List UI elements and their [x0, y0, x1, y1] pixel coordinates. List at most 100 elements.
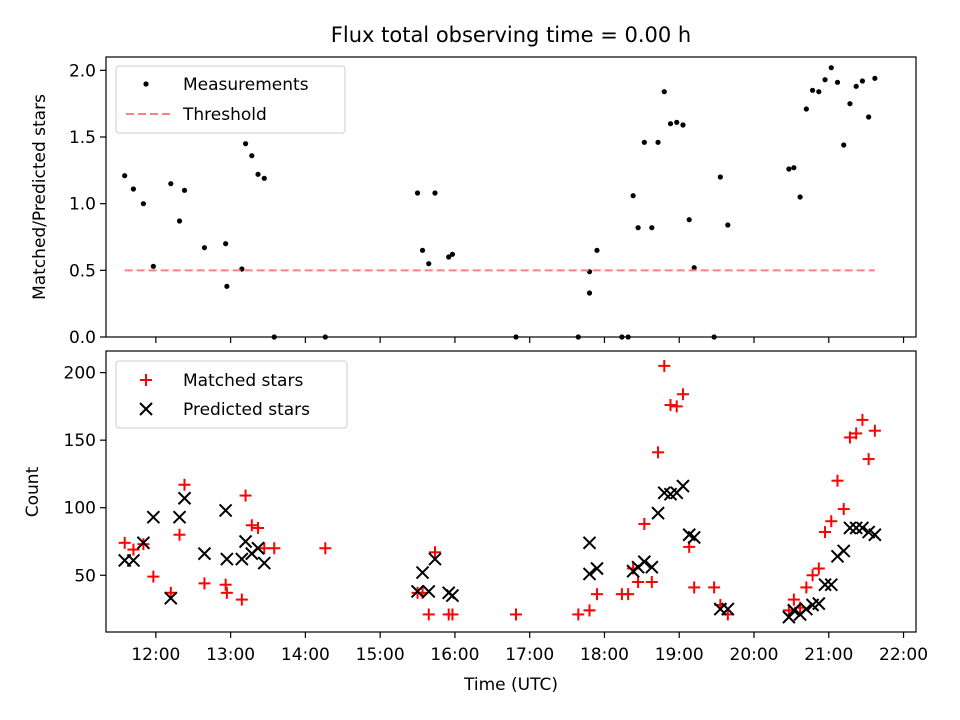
matched-stars-point — [806, 569, 819, 582]
predicted-stars-point — [651, 506, 665, 520]
matched-stars-point — [198, 577, 211, 590]
predicted-stars-point — [238, 534, 253, 549]
measurement-point — [635, 225, 641, 231]
matched-stars-point — [319, 542, 332, 555]
matched-stars-point — [862, 453, 875, 466]
measurement-point — [803, 106, 809, 112]
matched-stars-point — [509, 608, 522, 621]
predicted-stars-point — [787, 603, 801, 618]
y-tick-label: 0.5 — [69, 261, 96, 281]
matched-stars-point — [127, 543, 140, 556]
predicted-stars-point — [855, 521, 870, 535]
matched-stars-point — [590, 588, 603, 601]
ratio-x-ticks — [155, 337, 905, 343]
measurement-point — [661, 89, 667, 95]
x-tick-label: 22:00 — [879, 645, 928, 665]
predicted-stars-point — [868, 528, 882, 542]
x-tick-label: 21:00 — [804, 645, 853, 665]
count-y-ticks: 50 100 150 200 — [64, 364, 106, 586]
measurement-point — [630, 193, 636, 199]
predicted-stars-point — [220, 552, 234, 566]
measurement-point — [168, 181, 174, 187]
matched-stars-point — [220, 586, 233, 599]
matched-stars-point — [422, 608, 435, 621]
x-tick-label: 20:00 — [730, 645, 779, 665]
predicted-stars-point — [126, 553, 141, 568]
matched-stars-point — [572, 608, 585, 621]
predicted-stars-point — [645, 560, 659, 574]
measurement-point — [176, 218, 183, 224]
measurement-point — [649, 225, 655, 231]
measurement-point — [641, 139, 647, 145]
measurement-point — [625, 334, 631, 340]
x-tick-label: 15:00 — [356, 645, 405, 665]
measurement-point — [619, 334, 625, 340]
measurement-point — [872, 75, 878, 81]
matched-stars-point — [235, 593, 248, 606]
measurement-point — [181, 187, 188, 193]
legend-predicted-marker — [139, 402, 153, 416]
matched-stars-point — [787, 593, 800, 606]
predicted-stars-point — [146, 510, 161, 524]
predicted-stars-point — [428, 552, 442, 566]
matched-stars-point — [118, 536, 131, 549]
ratio-legend: Measurements Threshold — [115, 65, 346, 134]
measurement-point — [655, 139, 661, 145]
count-plot-area — [105, 350, 917, 633]
x-tick-label: 13:00 — [206, 645, 255, 665]
legend-predicted-label: Predicted stars — [183, 400, 310, 420]
measurement-point — [841, 142, 847, 148]
measurement-point — [249, 153, 255, 159]
measurement-point — [419, 247, 426, 253]
predicted-stars-point — [197, 546, 212, 561]
matched-stars-point — [658, 359, 671, 372]
measurement-point — [828, 65, 834, 71]
count-y-axis-label: Count — [23, 466, 43, 517]
matched-stars-point — [837, 503, 850, 516]
predicted-stars-point — [164, 591, 178, 605]
measurement-point — [674, 119, 680, 125]
predicted-stars-point — [582, 567, 597, 581]
ratio-plot-area — [105, 56, 917, 338]
matched-stars-point — [819, 526, 832, 539]
measurement-point — [847, 101, 853, 107]
predicted-stars-point — [251, 541, 265, 555]
measurement-point — [201, 245, 208, 251]
matched-stars-point — [583, 604, 596, 617]
predicted-stars-point — [410, 584, 425, 599]
y-tick-label: 150 — [64, 431, 96, 451]
matched-stars-point — [831, 474, 844, 487]
matched-stars-point — [843, 431, 856, 444]
measurement-point — [809, 87, 816, 93]
matched-stars-point — [664, 399, 677, 412]
matched-stars-point — [800, 581, 813, 594]
predicted-stars-point — [824, 578, 838, 592]
predicted-stars-point — [637, 555, 652, 569]
measurement-point — [449, 251, 456, 257]
matched-stars-point — [245, 519, 258, 532]
measurement-point — [140, 201, 146, 207]
predicted-stars-point — [799, 602, 814, 616]
predicted-stars-point — [177, 491, 192, 505]
count-legend-box — [115, 360, 348, 429]
measurement-point — [223, 241, 229, 247]
ratio-legend-box — [115, 65, 346, 134]
predicted-stars-point — [415, 565, 430, 580]
measurement-point — [717, 174, 723, 180]
legend-measurements-label: Measurements — [183, 75, 309, 95]
measurement-point — [150, 263, 156, 269]
legend-measurements-marker — [143, 81, 149, 87]
x-tick-label: 12:00 — [131, 645, 180, 665]
legend-matched-label: Matched stars — [183, 371, 303, 391]
measurement-point — [711, 334, 717, 340]
y-tick-label: 1.0 — [69, 195, 96, 215]
matched-stars-point — [638, 517, 651, 530]
measurement-point — [130, 186, 137, 192]
predicted-stars-point — [843, 521, 857, 535]
matched-stars-point — [252, 521, 265, 534]
y-tick-label: 100 — [64, 499, 96, 519]
predicted-stars-point — [235, 552, 249, 566]
measurement-point — [575, 334, 581, 340]
matched-stars-point — [428, 546, 441, 559]
